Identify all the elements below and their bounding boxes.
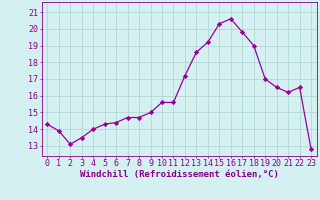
X-axis label: Windchill (Refroidissement éolien,°C): Windchill (Refroidissement éolien,°C) bbox=[80, 170, 279, 179]
